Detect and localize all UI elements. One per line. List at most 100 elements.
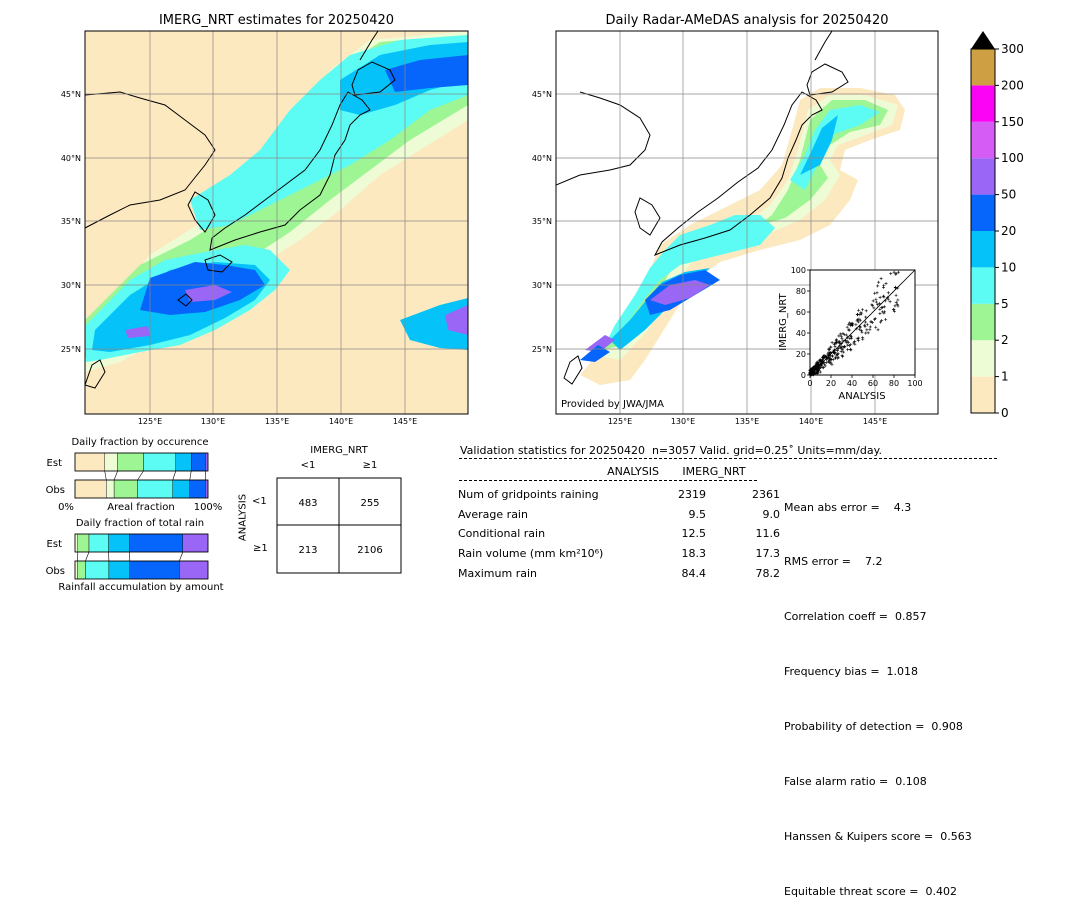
validation-row-imerg: 17.3 xyxy=(706,544,780,564)
colorbar-tick-label: 10 xyxy=(1001,260,1016,274)
score-line: Frequency bias = 1.018 xyxy=(784,663,972,681)
validation-row-label: Conditional rain xyxy=(458,524,608,544)
contingency-cell: 483 xyxy=(298,498,317,509)
scatter-xtick: 80 xyxy=(889,379,899,388)
stack-segment xyxy=(138,480,173,498)
score-line: False alarm ratio = 0.108 xyxy=(784,773,972,791)
total-rain-xlabel: Rainfall accumulation by amount xyxy=(58,582,223,593)
validation-scores: Mean abs error = 4.3 RMS error = 7.2 Cor… xyxy=(784,462,972,919)
total-rain-obs-label: Obs xyxy=(46,566,65,577)
left-lat-label: 45°N xyxy=(61,90,81,99)
colorbar-cell xyxy=(971,267,995,303)
validation-divider xyxy=(459,458,997,459)
scatter-ytick: 60 xyxy=(796,308,806,317)
validation-row-analysis: 2319 xyxy=(608,485,706,505)
total-rain-chart: Est Obs Rainfall accumulation by amount xyxy=(40,528,240,596)
stack-segment xyxy=(75,480,106,498)
score-line: Hanssen & Kuipers score = 0.563 xyxy=(784,828,972,846)
stack-segment xyxy=(78,561,86,579)
contingency-grid: 483 255 213 2106 xyxy=(276,477,404,575)
validation-row-imerg: 2361 xyxy=(706,485,780,505)
stack-segment xyxy=(130,561,180,579)
stack-segment xyxy=(183,534,208,552)
scatter-ytick: 100 xyxy=(791,266,806,275)
right-lon-label: 135°E xyxy=(735,417,759,426)
scatter-ytick: 80 xyxy=(796,287,806,296)
colorbar-tick-label: 5 xyxy=(1001,297,1009,311)
scatter-ylabel: IMERG_NRT xyxy=(778,292,789,350)
left-lat-label: 35°N xyxy=(61,217,81,226)
contingency-cell: 2106 xyxy=(357,545,382,556)
right-lat-label: 45°N xyxy=(532,90,552,99)
contingency-col-header: ≥1 xyxy=(355,460,385,471)
right-lat-label: 25°N xyxy=(532,345,552,354)
validation-row-label: Rain volume (mm km²10⁶) xyxy=(458,544,608,564)
stack-segment xyxy=(105,453,118,471)
right-lat-label: 30°N xyxy=(532,281,552,290)
scatter-xtick: 20 xyxy=(826,379,836,388)
colorbar-cell xyxy=(971,122,995,158)
occurrence-obs-label: Obs xyxy=(46,485,65,496)
stack-segment xyxy=(118,453,144,471)
validation-row-analysis: 9.5 xyxy=(608,505,706,525)
stack-segment xyxy=(106,480,114,498)
left-lat-label: 30°N xyxy=(61,281,81,290)
colorbar-tick-label: 300 xyxy=(1001,42,1024,56)
stack-segment xyxy=(89,534,109,552)
validation-subdivider xyxy=(459,480,757,481)
right-lon-label: 130°E xyxy=(671,417,695,426)
colorbar-cell xyxy=(971,231,995,267)
validation-row: Average rain 9.5 9.0 xyxy=(458,505,780,525)
stack-segment xyxy=(114,480,137,498)
scatter-xtick: 40 xyxy=(847,379,857,388)
right-lon-label: 140°E xyxy=(799,417,823,426)
colorbar-tick-label: 2 xyxy=(1001,333,1009,347)
contingency-cell: 213 xyxy=(298,545,317,556)
contingency-title: IMERG_NRT xyxy=(287,445,391,456)
stack-segment xyxy=(190,480,206,498)
validation-row-imerg: 9.0 xyxy=(706,505,780,525)
scatter-xlabel: ANALYSIS xyxy=(838,391,885,402)
occurrence-chart: Est Obs 0% Areal fraction 100% xyxy=(40,447,240,517)
contingency-row-label: ANALYSIS xyxy=(238,488,249,548)
left-lat-label: 40°N xyxy=(61,154,81,163)
validation-row-analysis: 12.5 xyxy=(608,524,706,544)
validation-row-label: Num of gridpoints raining xyxy=(458,485,608,505)
colorbar-tick-label: 0 xyxy=(1001,406,1009,420)
colorbar-cell xyxy=(971,158,995,194)
stack-segment xyxy=(173,480,190,498)
scatter-ytick: 20 xyxy=(796,350,806,359)
contingency-cell: 255 xyxy=(360,498,379,509)
contingency-row-header: <1 xyxy=(252,496,267,507)
right-lon-label: 145°E xyxy=(863,417,887,426)
validation-table: Num of gridpoints raining 2319 2361 Aver… xyxy=(458,485,780,583)
validation-header: Validation statistics for 20250420 n=305… xyxy=(460,444,882,457)
validation-col-imerg: IMERG_NRT xyxy=(678,465,750,478)
validation-row-label: Average rain xyxy=(458,505,608,525)
stack-segment xyxy=(109,561,130,579)
stack-segment xyxy=(75,534,78,552)
colorbar-cell xyxy=(971,49,995,85)
score-line: Correlation coeff = 0.857 xyxy=(784,608,972,626)
score-line: RMS error = 7.2 xyxy=(784,553,972,571)
scatter-ytick: 40 xyxy=(796,329,806,338)
score-line: Probability of detection = 0.908 xyxy=(784,718,972,736)
left-precip-field xyxy=(85,31,468,414)
colorbar-cell xyxy=(971,377,995,413)
occurrence-right-label: 100% xyxy=(194,502,223,513)
colorbar-tick-label: 150 xyxy=(1001,115,1024,129)
total-rain-est-label: Est xyxy=(47,539,63,550)
stack-segment xyxy=(179,561,208,579)
left-map: 45°N 40°N 35°N 30°N 25°N 125°E 130°E 135… xyxy=(0,0,540,430)
colorbar-tick-label: 1 xyxy=(1001,370,1009,384)
colorbar-tick-label: 200 xyxy=(1001,78,1024,92)
stack-segment xyxy=(176,453,191,471)
scatter-xtick: 100 xyxy=(907,379,922,388)
right-lon-label: 125°E xyxy=(608,417,632,426)
stack-segment xyxy=(78,534,89,552)
occurrence-left-label: 0% xyxy=(58,502,74,513)
stack-segment xyxy=(191,453,205,471)
left-lon-label: 125°E xyxy=(138,417,162,426)
